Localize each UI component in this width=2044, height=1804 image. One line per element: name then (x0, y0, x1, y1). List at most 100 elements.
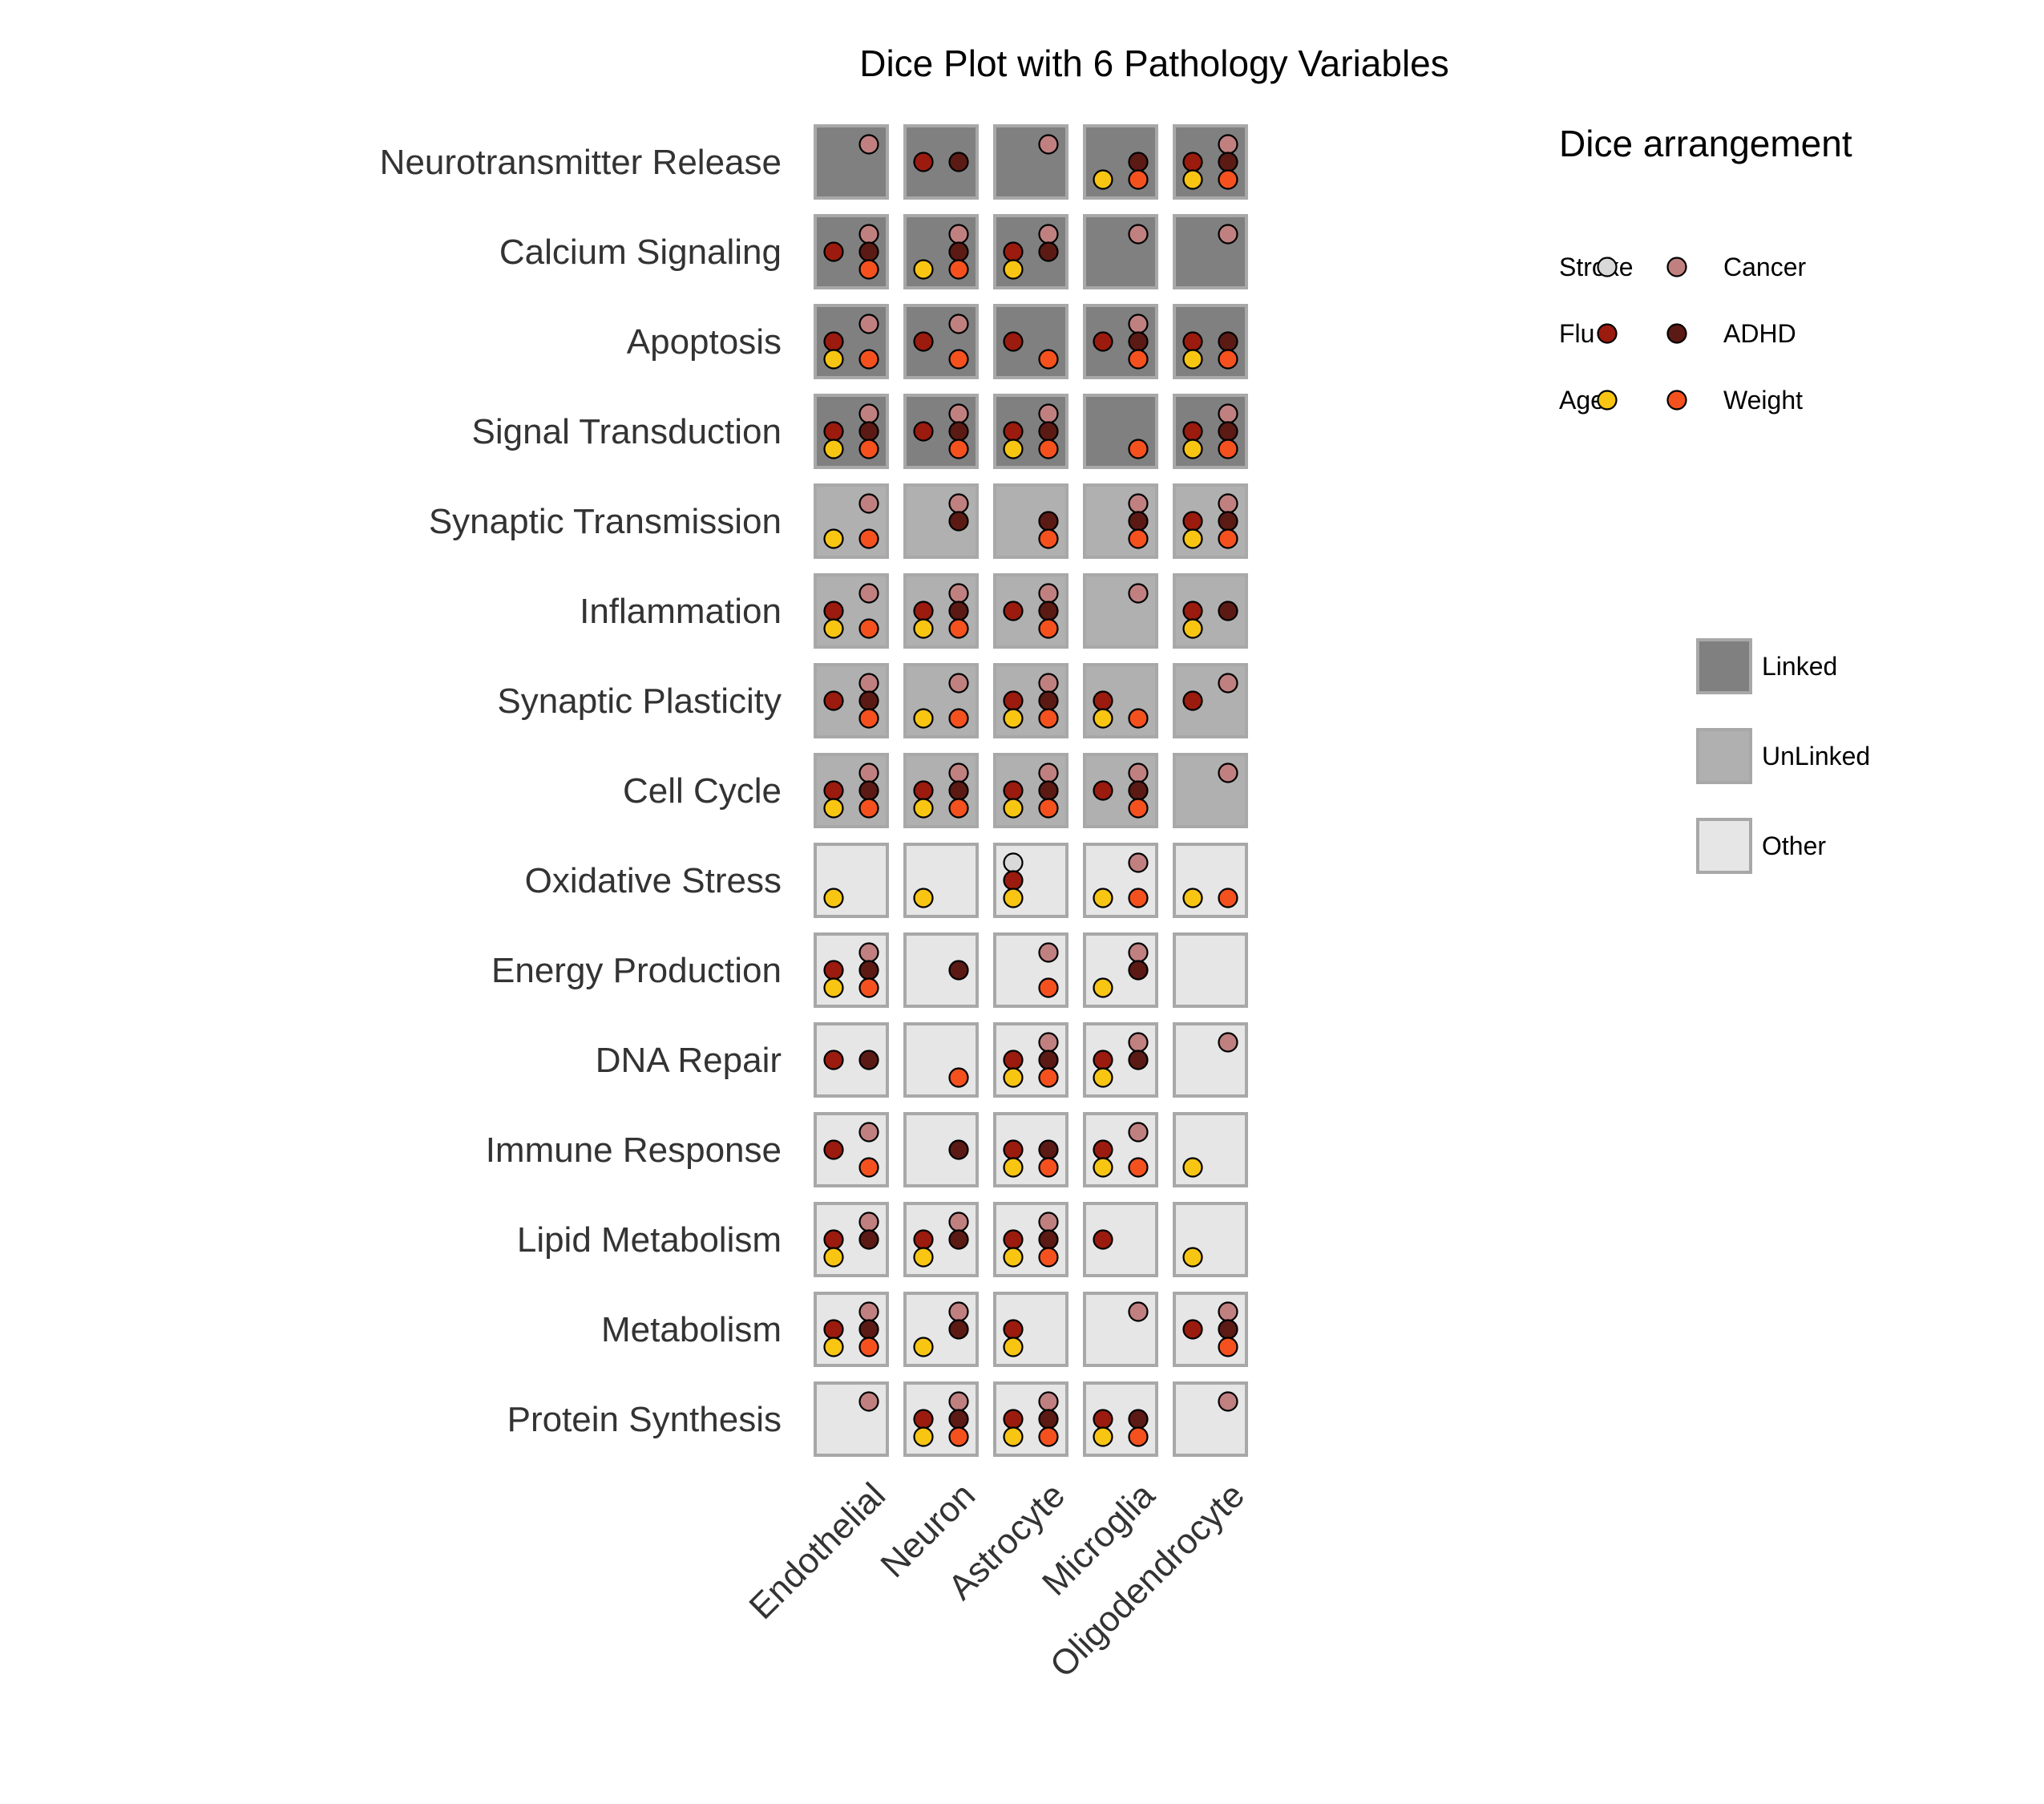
dot-flu-energy-production-endothelial (823, 960, 844, 981)
legend-label-cancer: Cancer (1723, 253, 1807, 281)
dot-weight-calcium-signaling-endothelial (858, 259, 879, 280)
dice-box-oxidative-stress-oligodendrocyte (1173, 843, 1248, 918)
dot-weight-lipid-metabolism-astrocyte (1038, 1247, 1059, 1268)
dot-weight-synaptic-transmission-endothelial (858, 528, 879, 549)
dot-age-metabolism-endothelial (823, 1337, 844, 1357)
dot-flu-cell-cycle-neuron (913, 780, 934, 801)
dot-adhd-cell-cycle-microglia (1128, 780, 1149, 801)
dot-cancer-lipid-metabolism-endothelial (858, 1211, 879, 1232)
dot-cancer-synaptic-transmission-microglia (1128, 493, 1149, 514)
pathway-label-cell-cycle: Cell Cycle (623, 771, 782, 811)
dot-adhd-energy-production-endothelial (858, 960, 879, 981)
cell-type-labels: EndothelialNeuronAstrocyteMicrogliaOligo… (741, 1475, 1252, 1685)
pathway-label-energy-production: Energy Production (491, 951, 782, 990)
legend-swatch-unlinked (1696, 728, 1752, 784)
dot-age-signal-transduction-astrocyte (1003, 439, 1024, 459)
dot-age-neurotransmitter-release-microglia (1093, 169, 1113, 190)
dot-cancer-dna-repair-oligodendrocyte (1218, 1032, 1238, 1053)
dot-cancer-neurotransmitter-release-oligodendrocyte (1218, 134, 1238, 155)
dot-flu-synaptic-plasticity-microglia (1093, 690, 1113, 711)
dot-flu-apoptosis-oligodendrocyte (1182, 331, 1203, 352)
dot-flu-cell-cycle-microglia (1093, 780, 1113, 801)
dot-adhd-immune-response-astrocyte (1038, 1139, 1059, 1160)
dot-flu-metabolism-endothelial (823, 1319, 844, 1340)
dice-box-protein-synthesis-oligodendrocyte (1173, 1381, 1248, 1457)
dot-weight-inflammation-astrocyte (1038, 618, 1059, 639)
dot-flu-dna-repair-astrocyte (1003, 1050, 1024, 1070)
dot-adhd-metabolism-oligodendrocyte (1218, 1319, 1238, 1340)
dot-flu-immune-response-microglia (1093, 1139, 1113, 1160)
dice-box-dna-repair-neuron (903, 1022, 979, 1098)
dot-flu-neurotransmitter-release-oligodendrocyte (1182, 152, 1203, 172)
pathway-label-signal-transduction: Signal Transduction (472, 412, 782, 451)
dot-adhd-dna-repair-astrocyte (1038, 1050, 1059, 1070)
dot-weight-synaptic-transmission-oligodendrocyte (1218, 528, 1238, 549)
dot-weight-synaptic-plasticity-astrocyte (1038, 708, 1059, 729)
dot-weight-synaptic-plasticity-microglia (1128, 708, 1149, 729)
pathway-label-dna-repair: DNA Repair (596, 1041, 782, 1080)
dot-weight-signal-transduction-endothelial (858, 439, 879, 459)
dot-adhd-metabolism-neuron (948, 1319, 969, 1340)
dot-age-lipid-metabolism-astrocyte (1003, 1247, 1024, 1268)
dice-box-energy-production-oligodendrocyte (1173, 932, 1248, 1008)
dot-age-oxidative-stress-microglia (1093, 888, 1113, 908)
dot-cancer-calcium-signaling-endothelial (858, 224, 879, 245)
dot-flu-calcium-signaling-endothelial (823, 241, 844, 262)
dot-cancer-oxidative-stress-microglia (1128, 852, 1149, 873)
dot-weight-protein-synthesis-microglia (1128, 1426, 1149, 1447)
dot-weight-cell-cycle-microglia (1128, 798, 1149, 819)
legend-swatch-linked (1696, 638, 1752, 694)
dot-flu-neurotransmitter-release-neuron (913, 152, 934, 172)
dot-cancer-dna-repair-astrocyte (1038, 1032, 1059, 1053)
dot-weight-dna-repair-neuron (948, 1067, 969, 1088)
legend-swatch-other (1696, 818, 1752, 874)
dot-adhd-synaptic-transmission-microglia (1128, 511, 1149, 532)
dot-adhd-inflammation-astrocyte (1038, 601, 1059, 621)
dot-flu-apoptosis-astrocyte (1003, 331, 1024, 352)
dot-cancer-protein-synthesis-oligodendrocyte (1218, 1391, 1238, 1412)
dot-weight-inflammation-endothelial (858, 618, 879, 639)
dot-age-dna-repair-microglia (1093, 1067, 1113, 1088)
legend-label-stroke: Stroke (1559, 253, 1633, 281)
dot-cancer-apoptosis-endothelial (858, 313, 879, 334)
dot-cancer-signal-transduction-oligodendrocyte (1218, 403, 1238, 424)
dot-age-oxidative-stress-neuron (913, 888, 934, 908)
dot-cancer-calcium-signaling-oligodendrocyte (1218, 224, 1238, 245)
dot-cancer-synaptic-plasticity-oligodendrocyte (1218, 673, 1238, 694)
dot-adhd-cell-cycle-endothelial (858, 780, 879, 801)
dot-adhd-energy-production-neuron (948, 960, 969, 981)
dot-adhd-apoptosis-oligodendrocyte (1218, 331, 1238, 352)
dot-weight-synaptic-plasticity-neuron (948, 708, 969, 729)
dot-flu-lipid-metabolism-endothelial (823, 1229, 844, 1250)
dot-weight-dna-repair-astrocyte (1038, 1067, 1059, 1088)
dice-dots (823, 134, 1238, 1447)
dot-cancer-signal-transduction-neuron (948, 403, 969, 424)
dice-box-lipid-metabolism-oligodendrocyte (1173, 1202, 1248, 1277)
dot-flu-signal-transduction-astrocyte (1003, 421, 1024, 442)
dot-age-metabolism-neuron (913, 1337, 934, 1357)
dot-adhd-protein-synthesis-neuron (948, 1409, 969, 1430)
dot-flu-apoptosis-microglia (1093, 331, 1113, 352)
legend-label-flu: Flu (1559, 319, 1594, 348)
dot-age-cell-cycle-endothelial (823, 798, 844, 819)
legend-label-other: Other (1762, 831, 1826, 860)
legend-dot-adhd (1666, 323, 1687, 344)
dot-flu-lipid-metabolism-microglia (1093, 1229, 1113, 1250)
dot-age-synaptic-plasticity-astrocyte (1003, 708, 1024, 729)
dot-cancer-calcium-signaling-microglia (1128, 224, 1149, 245)
dot-weight-calcium-signaling-neuron (948, 259, 969, 280)
dot-cancer-protein-synthesis-neuron (948, 1391, 969, 1412)
dot-flu-inflammation-astrocyte (1003, 601, 1024, 621)
dot-weight-signal-transduction-microglia (1128, 439, 1149, 459)
legend-dot-weight (1666, 390, 1687, 411)
pathway-label-lipid-metabolism: Lipid Metabolism (517, 1220, 782, 1260)
legend-label-linked: Linked (1762, 652, 1837, 681)
dot-adhd-synaptic-plasticity-astrocyte (1038, 690, 1059, 711)
dot-weight-inflammation-neuron (948, 618, 969, 639)
dot-age-cell-cycle-astrocyte (1003, 798, 1024, 819)
dot-age-oxidative-stress-endothelial (823, 888, 844, 908)
dot-flu-metabolism-oligodendrocyte (1182, 1319, 1203, 1340)
dot-flu-immune-response-endothelial (823, 1139, 844, 1160)
dice-box-synaptic-transmission-endothelial (814, 483, 889, 559)
